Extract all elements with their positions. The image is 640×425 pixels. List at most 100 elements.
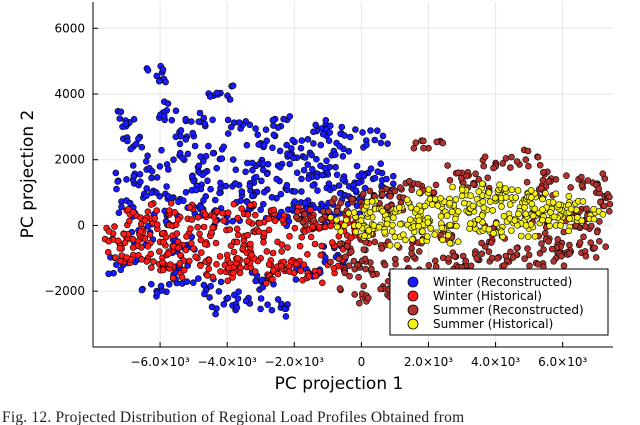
data-point: [360, 282, 368, 290]
data-point: [423, 233, 431, 240]
data-point: [332, 151, 339, 158]
data-point: [264, 301, 271, 309]
data-point: [189, 173, 196, 180]
data-point: [291, 224, 299, 232]
data-point: [218, 155, 226, 162]
data-point: [381, 228, 389, 236]
data-point: [467, 262, 475, 270]
data-point: [245, 218, 253, 225]
data-point: [351, 265, 359, 273]
data-point: [292, 276, 300, 283]
data-point: [333, 223, 341, 231]
data-point: [361, 255, 369, 263]
data-point: [522, 210, 530, 218]
data-point: [231, 180, 239, 187]
data-point: [475, 188, 483, 195]
data-point: [345, 262, 353, 270]
data-point: [153, 72, 160, 80]
data-point: [235, 288, 242, 296]
data-point: [148, 174, 155, 182]
data-point: [579, 198, 587, 205]
data-point: [502, 252, 510, 260]
y-tick-label: −2000: [44, 284, 85, 298]
data-point: [220, 143, 227, 151]
data-point: [565, 227, 573, 235]
data-point: [446, 239, 454, 247]
data-point: [304, 136, 312, 143]
data-point: [186, 257, 193, 265]
data-point: [183, 278, 191, 286]
data-point: [205, 142, 212, 150]
data-point: [567, 205, 575, 213]
data-point: [268, 306, 276, 314]
data-point: [318, 242, 325, 250]
data-point: [500, 212, 508, 220]
data-point: [278, 248, 286, 255]
data-point: [346, 272, 353, 280]
data-point: [517, 232, 525, 240]
data-point: [360, 246, 368, 253]
data-point: [213, 208, 221, 215]
data-point: [195, 275, 202, 282]
data-point: [217, 278, 225, 286]
data-point: [444, 232, 452, 239]
data-point: [239, 245, 247, 253]
data-point: [224, 294, 232, 302]
data-point: [169, 274, 177, 282]
data-point: [362, 265, 369, 273]
data-point: [580, 233, 587, 241]
data-point: [293, 260, 300, 268]
data-point: [600, 202, 608, 210]
data-point: [225, 264, 233, 272]
data-point: [207, 185, 214, 193]
data-point: [282, 313, 290, 320]
data-point: [534, 153, 542, 161]
data-point: [260, 141, 268, 149]
data-points: [101, 62, 614, 320]
data-point: [178, 273, 186, 281]
data-point: [485, 248, 493, 255]
data-point: [123, 176, 130, 183]
data-point: [270, 267, 277, 274]
data-point: [224, 116, 232, 124]
data-point: [336, 285, 344, 292]
data-point: [205, 265, 212, 273]
data-point: [212, 310, 219, 318]
data-point: [151, 215, 159, 222]
data-point: [555, 201, 563, 208]
data-point: [345, 148, 353, 155]
data-point: [454, 238, 462, 245]
data-point: [192, 186, 200, 194]
data-point: [521, 255, 528, 263]
data-point: [431, 195, 439, 203]
data-point: [283, 141, 291, 149]
data-point: [341, 132, 348, 139]
data-point: [235, 119, 243, 126]
data-point: [595, 185, 603, 192]
figure-caption-text: Fig. 12. Projected Distribution of Regio…: [2, 409, 465, 425]
data-point: [326, 122, 334, 130]
data-point: [105, 228, 113, 235]
data-point: [129, 236, 137, 243]
data-point: [325, 208, 333, 215]
data-point: [187, 225, 194, 233]
data-point: [234, 231, 242, 239]
data-point: [113, 185, 120, 193]
series-1: [101, 200, 373, 287]
data-point: [158, 146, 165, 154]
data-point: [226, 226, 234, 233]
data-point: [389, 172, 397, 180]
data-point: [257, 206, 265, 213]
data-point: [165, 250, 172, 257]
data-point: [296, 242, 304, 250]
data-point: [263, 248, 271, 255]
data-point: [234, 295, 242, 302]
data-point: [502, 185, 509, 192]
data-point: [366, 187, 374, 195]
data-point: [486, 198, 494, 205]
data-point: [552, 190, 560, 198]
data-point: [291, 188, 299, 195]
data-point: [513, 244, 521, 252]
data-point: [416, 189, 423, 196]
data-point: [420, 144, 427, 152]
